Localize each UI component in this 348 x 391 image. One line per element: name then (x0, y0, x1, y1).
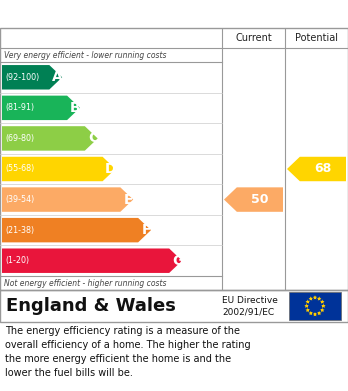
Polygon shape (224, 187, 283, 212)
Text: (92-100): (92-100) (5, 73, 39, 82)
Polygon shape (2, 187, 133, 212)
Polygon shape (309, 296, 313, 301)
Text: Not energy efficient - higher running costs: Not energy efficient - higher running co… (4, 278, 166, 287)
Text: (55-68): (55-68) (5, 165, 34, 174)
Text: B: B (70, 101, 81, 115)
Text: EU Directive
2002/91/EC: EU Directive 2002/91/EC (222, 296, 278, 316)
Text: F: F (142, 223, 151, 237)
Polygon shape (2, 218, 151, 242)
Text: (39-54): (39-54) (5, 195, 34, 204)
Polygon shape (321, 304, 326, 308)
Polygon shape (2, 249, 182, 273)
Polygon shape (306, 300, 310, 304)
Text: Current: Current (235, 33, 272, 43)
Text: 68: 68 (314, 163, 332, 176)
Text: E: E (124, 193, 133, 206)
Polygon shape (2, 96, 80, 120)
Polygon shape (287, 157, 346, 181)
Text: Energy Efficiency Rating: Energy Efficiency Rating (6, 7, 216, 22)
Text: England & Wales: England & Wales (6, 297, 176, 315)
Polygon shape (306, 308, 310, 312)
Text: Very energy efficient - lower running costs: Very energy efficient - lower running co… (4, 50, 166, 59)
Polygon shape (317, 311, 322, 315)
Polygon shape (2, 157, 116, 181)
Polygon shape (313, 312, 317, 316)
Text: 50: 50 (251, 193, 269, 206)
Polygon shape (320, 308, 325, 312)
Bar (289, 292, 341, 320)
Text: G: G (172, 254, 183, 268)
Polygon shape (320, 300, 325, 304)
Text: (81-91): (81-91) (5, 103, 34, 112)
Text: (69-80): (69-80) (5, 134, 34, 143)
Polygon shape (313, 295, 317, 300)
Polygon shape (2, 65, 62, 90)
Text: A: A (52, 70, 63, 84)
Polygon shape (317, 296, 322, 301)
Text: C: C (88, 131, 98, 145)
Text: (1-20): (1-20) (5, 256, 29, 265)
Text: Potential: Potential (295, 33, 338, 43)
Text: D: D (105, 162, 117, 176)
Polygon shape (2, 126, 98, 151)
Text: The energy efficiency rating is a measure of the
overall efficiency of a home. T: The energy efficiency rating is a measur… (5, 326, 251, 378)
Text: (21-38): (21-38) (5, 226, 34, 235)
Polygon shape (304, 304, 309, 308)
Polygon shape (309, 311, 313, 315)
